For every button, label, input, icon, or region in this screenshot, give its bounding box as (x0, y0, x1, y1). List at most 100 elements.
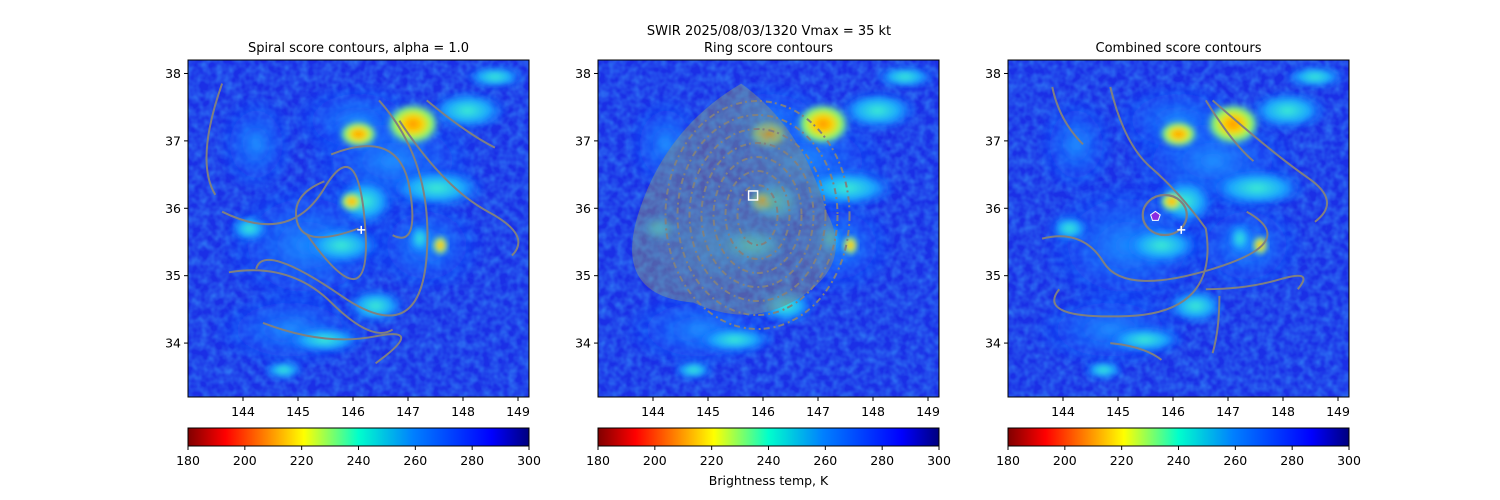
ring-contour (736, 184, 779, 247)
colorbar-tick-label: 260 (403, 453, 427, 468)
colorbar-tick-label: 200 (643, 453, 667, 468)
cloud-region (385, 102, 442, 147)
ring-contour (688, 128, 827, 303)
combined-contour (1110, 342, 1163, 361)
x-tick-label: 147 (806, 404, 830, 419)
y-tick-label: 35 (575, 268, 591, 283)
colorbar-tick-label: 240 (347, 453, 371, 468)
x-tick-label: 144 (641, 404, 665, 419)
cloud-region (263, 360, 304, 381)
center-marker-plus (1177, 225, 1186, 234)
cloud-region (301, 225, 382, 266)
axes-frame (1007, 59, 1350, 398)
x-tick-label: 148 (1271, 404, 1295, 419)
combined-contour (1041, 210, 1269, 282)
panel-3: Combined score contours 144 145 146 147 148 14… (985, 41, 1361, 468)
y-tick-label: 36 (985, 201, 1001, 216)
x-tick-label: 147 (396, 404, 420, 419)
colorbar-tick-label: 280 (460, 453, 484, 468)
combined-contour (1053, 86, 1209, 318)
ring-contour (664, 100, 851, 331)
ring-contour (712, 156, 803, 275)
y-tick-label: 35 (985, 268, 1001, 283)
panel-1: Spiral score contours, alpha = 1.0 144 145… (165, 41, 541, 468)
colorbar-tick-label: 180 (586, 453, 610, 468)
combined-contour (1211, 295, 1221, 354)
combined-contour (1141, 193, 1188, 237)
colorbar (187, 427, 530, 447)
x-tick-label: 144 (231, 404, 255, 419)
cloud-region (1036, 94, 1117, 195)
x-tick-label: 145 (286, 404, 310, 419)
colorbar-tick-label: 240 (1167, 453, 1191, 468)
cloud-region (673, 360, 714, 381)
x-tick-label: 145 (696, 404, 720, 419)
x-tick-label: 148 (451, 404, 475, 419)
colorbar-tick-label: 240 (757, 453, 781, 468)
cloud-region (1227, 222, 1252, 255)
ring-contour (676, 114, 839, 317)
cloud-region (1284, 64, 1345, 89)
cloud-region (464, 64, 525, 89)
cloud-region (345, 288, 406, 325)
ring-contour (700, 142, 815, 289)
colorbar-tick-label: 220 (1110, 453, 1134, 468)
y-tick-label: 34 (985, 336, 1001, 351)
spiral-contour (426, 99, 496, 149)
cloud-region (1205, 102, 1262, 147)
y-tick-label: 36 (165, 201, 181, 216)
colorbar-tick-label: 220 (700, 453, 724, 468)
y-tick-label: 36 (575, 201, 591, 216)
cloud-region (694, 325, 775, 354)
center-marker-pentagon (1150, 210, 1161, 221)
colorbar-tick-label: 220 (290, 453, 314, 468)
colorbar-tick-label: 260 (813, 453, 837, 468)
y-tick-label: 37 (575, 133, 591, 148)
x-tick-label: 144 (1051, 404, 1075, 419)
x-tick-label: 145 (1106, 404, 1130, 419)
cloud-region (229, 214, 270, 243)
y-tick-label: 34 (575, 336, 591, 351)
spiral-contour (330, 145, 414, 239)
cloud-region (216, 94, 297, 195)
cloud-region (1121, 225, 1202, 266)
x-tick-label: 148 (861, 404, 885, 419)
y-tick-label: 38 (575, 66, 591, 81)
cloud-region (338, 120, 379, 149)
panel-title: Ring score contours (704, 41, 833, 56)
cloud-region (432, 235, 449, 256)
cloud-region (1165, 288, 1226, 325)
cloud-region (795, 102, 852, 147)
colorbar-tick-label: 180 (996, 453, 1020, 468)
combined-contour (1051, 86, 1084, 146)
figure-suptitle: SWIR 2025/08/03/1320 Vmax = 35 kt (647, 24, 891, 39)
cloud-region (427, 90, 508, 131)
axes-frame (187, 59, 530, 398)
spiral-contour (255, 99, 429, 317)
colorbar-tick-label: 200 (233, 453, 257, 468)
colorbar (597, 427, 940, 447)
x-tick-label: 146 (751, 404, 775, 419)
colorbar-tick-label: 300 (1337, 453, 1361, 468)
cloud-region (837, 90, 918, 131)
x-tick-label: 146 (341, 404, 365, 419)
colorbar-tick-label: 180 (176, 453, 200, 468)
cloud-region (339, 191, 364, 212)
ring-contour-texture (632, 83, 836, 315)
y-tick-label: 37 (985, 133, 1001, 148)
spiral-contour (262, 321, 403, 365)
cloud-region (874, 64, 935, 89)
colorbar-tick-label: 280 (870, 453, 894, 468)
combined-contour (1204, 99, 1255, 162)
cloud-region (335, 176, 396, 227)
y-tick-label: 34 (165, 336, 181, 351)
cloud-region (1158, 120, 1199, 149)
colorbar-tick-label: 300 (517, 453, 541, 468)
panel-title: Spiral score contours, alpha = 1.0 (248, 41, 469, 56)
cloud-region (1159, 191, 1184, 212)
combined-contour (1205, 274, 1305, 291)
spiral-contour (398, 120, 520, 257)
y-tick-label: 35 (165, 268, 181, 283)
x-tick-label: 149 (916, 404, 940, 419)
y-tick-label: 38 (165, 66, 181, 81)
